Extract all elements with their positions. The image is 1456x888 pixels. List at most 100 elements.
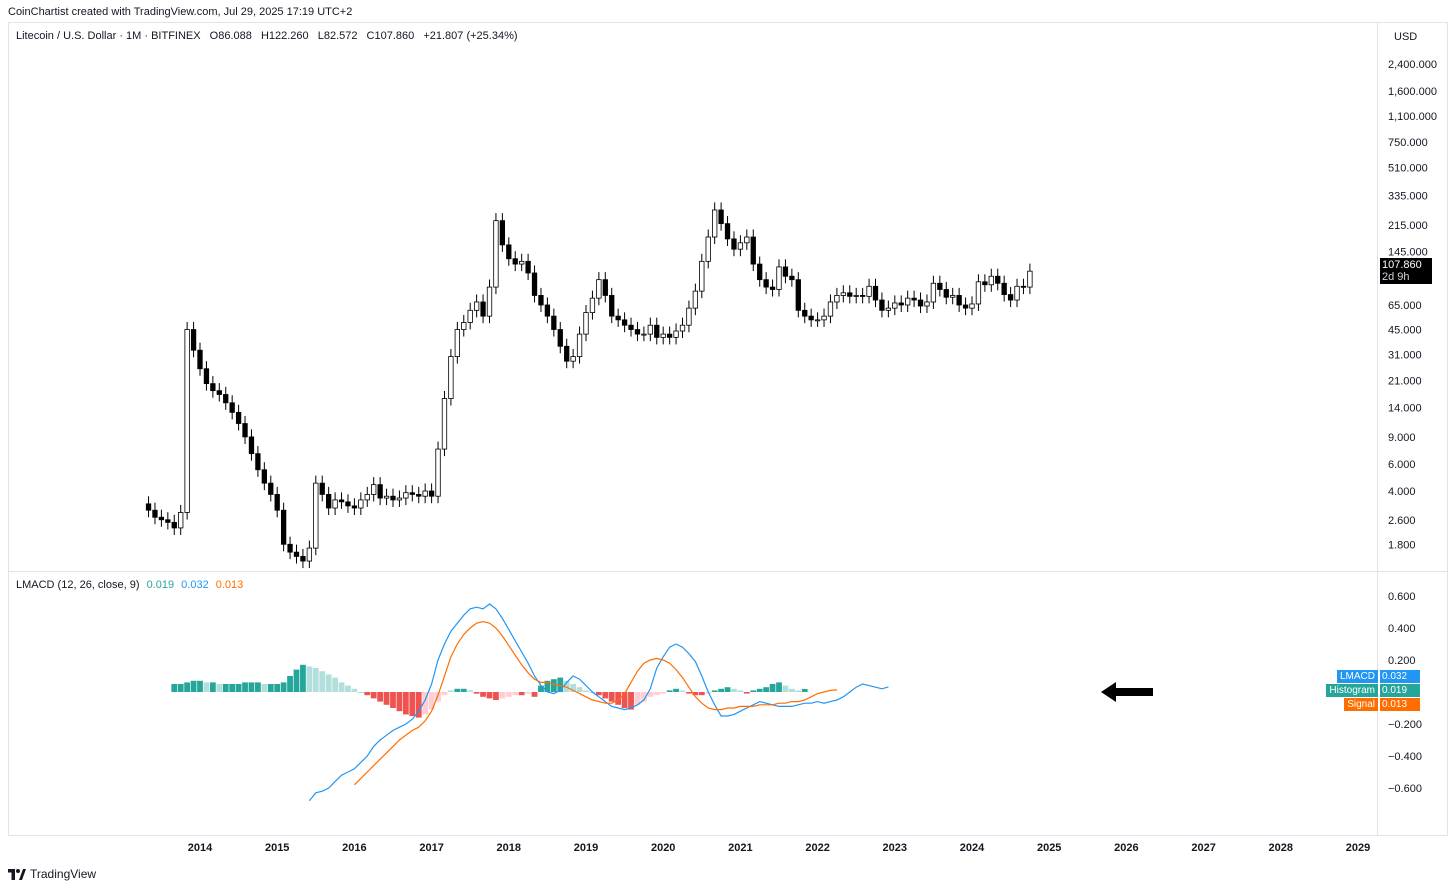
symbol-label[interactable]: Litecoin / U.S. Dollar · 1M · BITFINEX <box>16 30 201 42</box>
histogram-bar <box>647 692 654 697</box>
indicator-title[interactable]: LMACD (12, 26, close, 9) <box>16 579 140 591</box>
histogram-bar <box>628 692 634 710</box>
candle-body <box>358 499 364 509</box>
histogram-bar <box>724 687 731 692</box>
candle-body <box>422 490 428 497</box>
candle-body <box>840 292 846 296</box>
candle-body <box>396 497 403 501</box>
candle-body <box>203 368 210 385</box>
time-axis-tick-label: 2020 <box>651 842 675 854</box>
indicator-value-3: 0.013 <box>215 579 244 591</box>
candle-body <box>544 304 551 317</box>
histogram-bar <box>692 692 699 696</box>
histogram-bar <box>441 692 448 696</box>
time-axis-tick-label: 2022 <box>805 842 829 854</box>
candle-body <box>834 295 840 303</box>
histogram-bar <box>795 690 802 692</box>
candle-body <box>300 556 306 562</box>
candle-body <box>178 512 184 529</box>
annotation-arrow-icon <box>1101 682 1153 702</box>
histogram-bar <box>499 692 506 699</box>
candle-body <box>628 324 634 330</box>
time-axis-tick-label: 2027 <box>1191 842 1215 854</box>
histogram-bar <box>505 692 512 697</box>
histogram-bar <box>312 668 319 692</box>
candle-body <box>416 494 422 497</box>
macd-axis-tick-label: 0.600 <box>1388 591 1416 603</box>
histogram-bar <box>563 680 570 692</box>
candle-body <box>570 356 576 362</box>
candle-body <box>885 307 892 311</box>
time-axis-tick-label: 2015 <box>265 842 289 854</box>
candle-body <box>519 260 525 265</box>
candle-body <box>268 482 274 495</box>
candle-body <box>338 499 345 503</box>
candle-body <box>197 349 203 370</box>
histogram-bar <box>801 688 808 692</box>
histogram-bar <box>325 674 332 692</box>
candle-body <box>802 309 808 317</box>
candle-body <box>480 301 486 317</box>
histogram-bar <box>531 692 538 697</box>
indicator-value-1: 0.019 <box>146 579 175 591</box>
open-value: O86.088 <box>209 30 252 42</box>
lmacd-tag-label: LMACD <box>1336 670 1378 683</box>
histogram-bar <box>255 682 261 692</box>
price-axis-tick-label: 1.800 <box>1388 539 1416 551</box>
candle-body <box>261 469 267 484</box>
candle-body <box>827 301 834 317</box>
candle-body <box>512 258 518 265</box>
bar-countdown: 2d 9h <box>1382 271 1410 283</box>
candle-body <box>737 242 744 250</box>
candle-body <box>345 501 351 507</box>
candle-body <box>641 333 647 336</box>
candle-body <box>692 290 699 309</box>
histogram-bar <box>248 682 255 692</box>
candle-body <box>255 453 261 471</box>
indicator-value-2: 0.032 <box>181 579 209 591</box>
histogram-bar <box>229 684 236 692</box>
histogram-bar <box>480 692 486 697</box>
histogram-bar <box>306 666 313 692</box>
candle-body <box>184 329 190 513</box>
signal-line <box>353 620 837 786</box>
candle-body <box>917 299 924 307</box>
price-axis-tick-label: 4.000 <box>1388 486 1416 498</box>
candle-body <box>229 402 235 413</box>
price-axis-tick-label: 1,100.000 <box>1388 111 1437 123</box>
histogram-bar <box>602 692 609 699</box>
histogram-bar <box>390 692 396 708</box>
histogram-bar <box>750 690 757 692</box>
price-axis-tick-label: 65.000 <box>1388 300 1422 312</box>
candle-body <box>744 236 750 244</box>
candle-body <box>898 302 904 306</box>
price-axis-tick-label: 2,400.000 <box>1388 59 1437 71</box>
histogram-bar <box>287 676 293 692</box>
histogram-bar <box>222 684 229 692</box>
candle-body <box>551 315 557 330</box>
candle-body <box>564 345 570 362</box>
candle-body <box>892 302 898 309</box>
histogram-bar <box>300 664 306 692</box>
candle-body <box>769 286 776 290</box>
histogram-bar <box>557 677 564 692</box>
histogram-bar <box>274 684 281 692</box>
price-axis-tick-label: 1,600.000 <box>1388 86 1437 98</box>
price-axis-tick-label: 145.000 <box>1388 246 1428 258</box>
candle-body <box>171 521 177 529</box>
lmacd-tag-value: 0.032 <box>1380 670 1420 683</box>
histogram-bar <box>673 688 679 692</box>
tradingview-wordmark: TradingView <box>30 867 97 881</box>
time-axis-tick-label: 2016 <box>342 842 366 854</box>
histogram-bar <box>345 685 351 692</box>
candle-body <box>757 263 763 281</box>
histogram-bar <box>351 688 358 692</box>
pane-divider[interactable] <box>8 571 1448 572</box>
candle-body <box>666 333 673 338</box>
tradingview-logo-icon <box>8 868 26 880</box>
candle-body <box>962 304 969 309</box>
macd-axis-tick-label: −0.200 <box>1388 719 1422 731</box>
candle-body <box>1001 282 1007 295</box>
tradingview-logo[interactable]: TradingView <box>8 867 96 881</box>
